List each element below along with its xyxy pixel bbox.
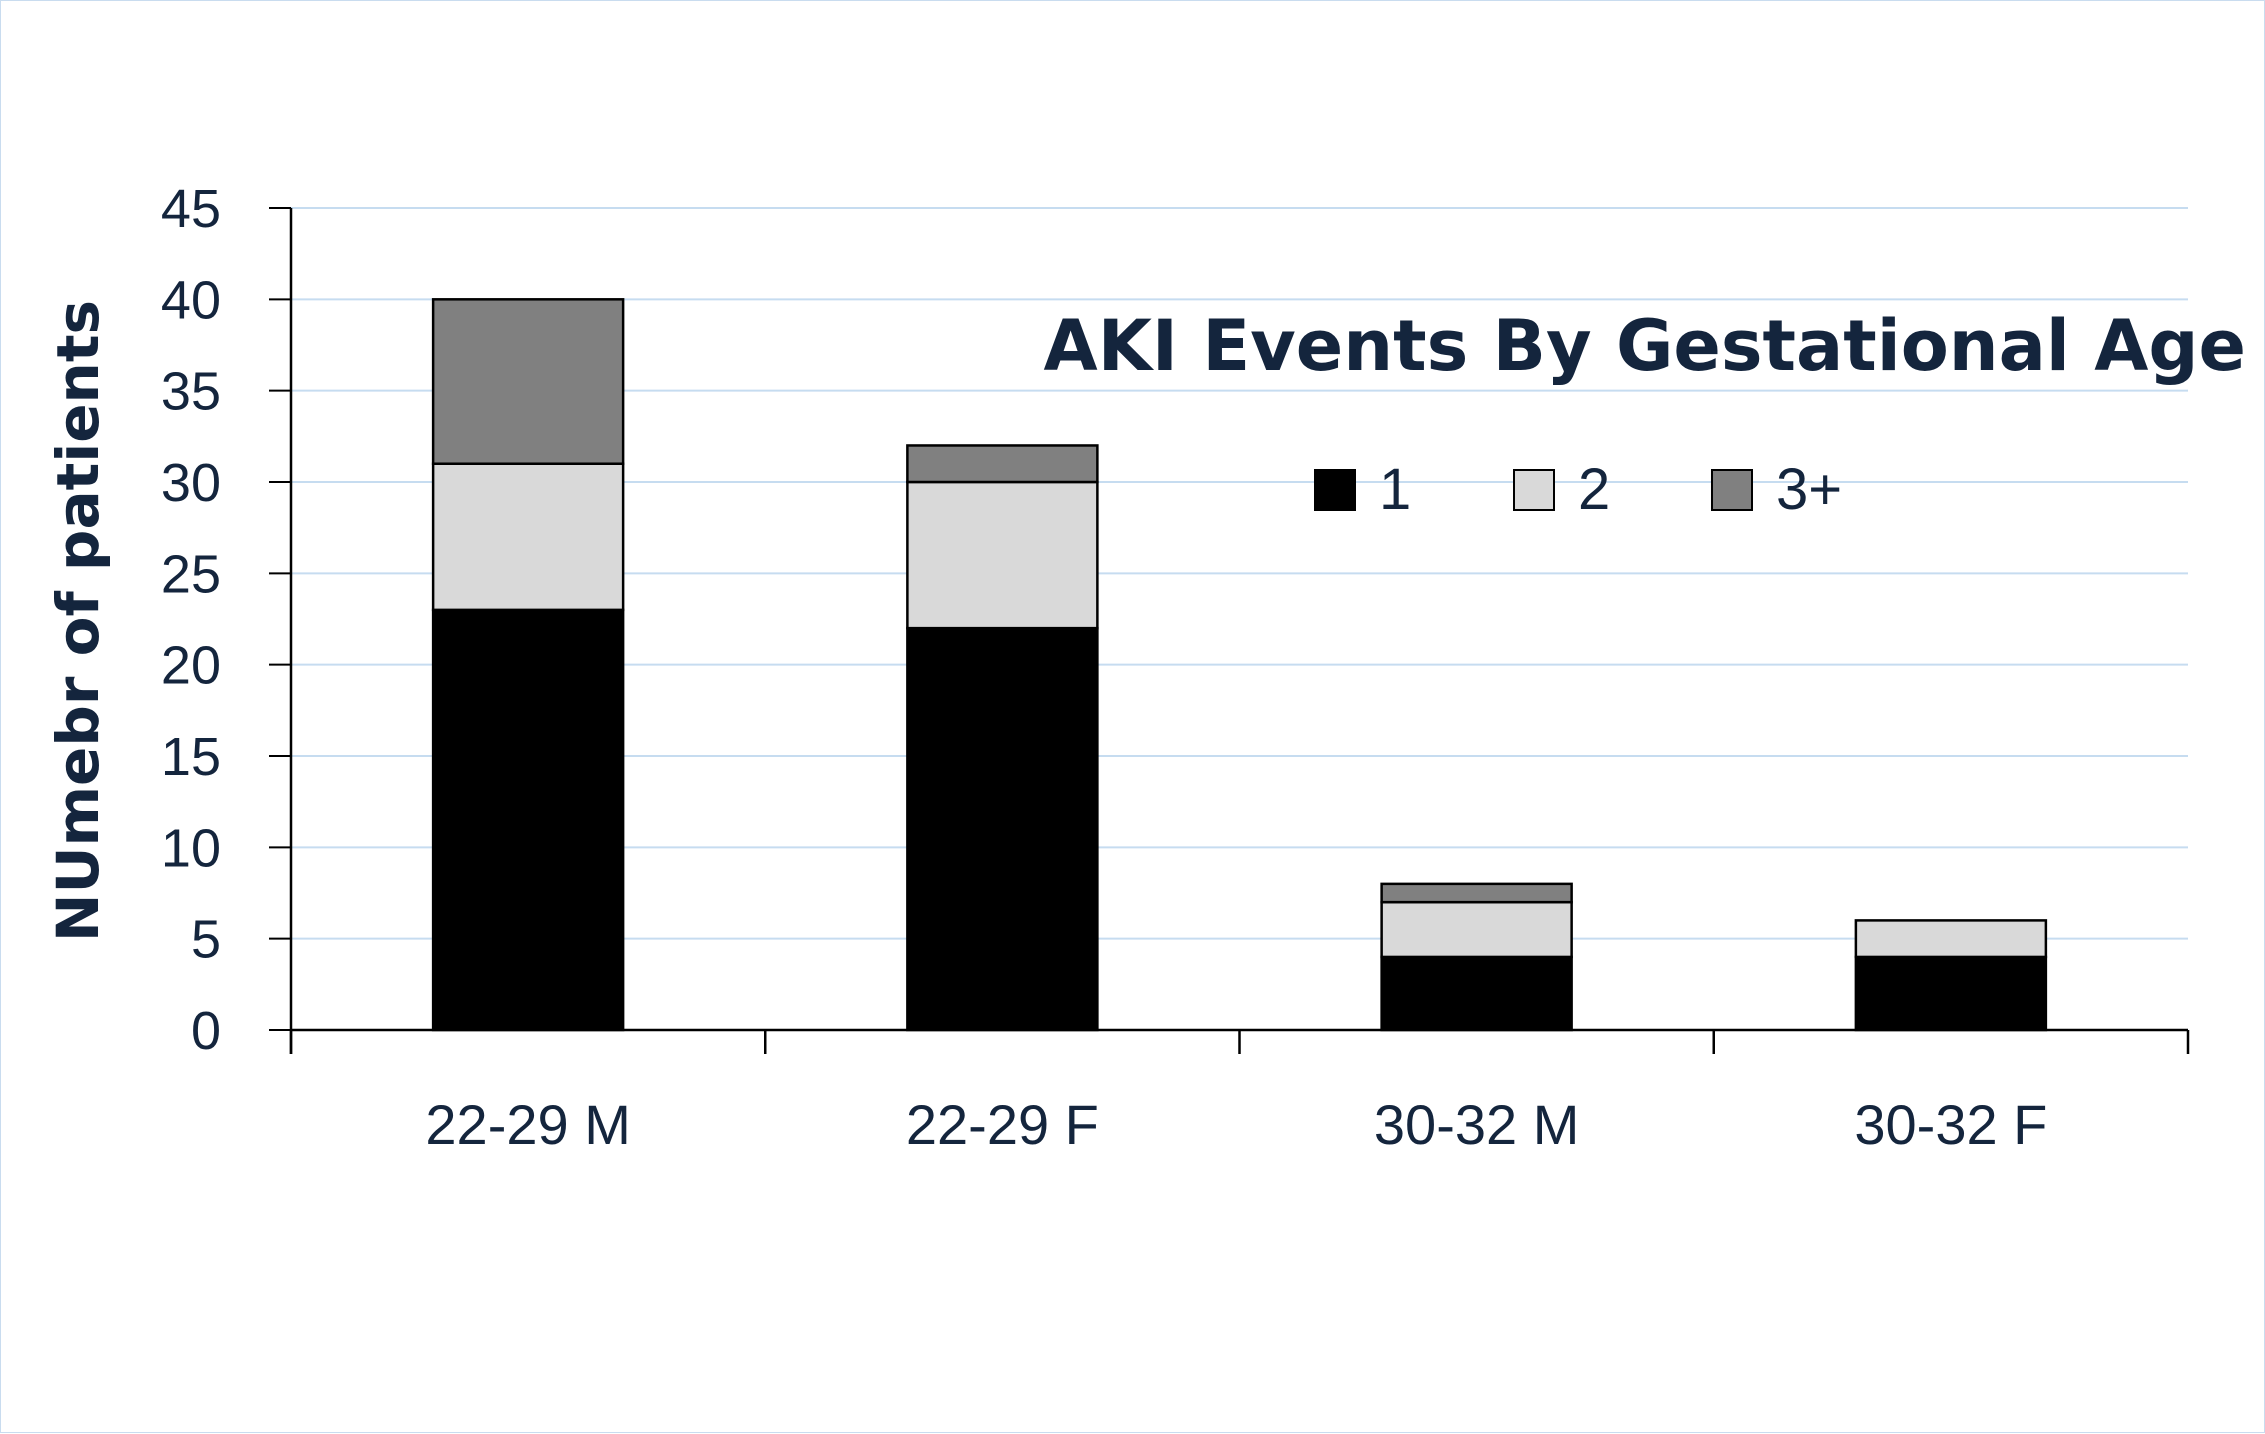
legend-label-1: 1 — [1379, 457, 1411, 522]
legend-label-3: 3+ — [1776, 457, 1842, 522]
y-tick-labels: 0 5 10 15 20 25 30 35 40 45 — [161, 179, 221, 1061]
legend-swatch-1 — [1314, 469, 1356, 511]
x-category-label: 22-29 F — [906, 1093, 1099, 1156]
bar-segment-22-29-f-series-2 — [906, 480, 1099, 630]
chart-title: AKI Events By Gestational Age — [1044, 305, 2246, 387]
y-tick-label: 40 — [161, 270, 221, 330]
bar-segment-22-29-m-series-2 — [431, 462, 625, 612]
bar-segment-22-29-f-series-1 — [906, 626, 1099, 1032]
y-axis-label: NUmebr of patients — [44, 300, 112, 942]
bar-segment-30-32-m-series-2 — [1380, 900, 1573, 959]
bars — [431, 298, 2048, 1032]
legend-swatch-2 — [1513, 469, 1555, 511]
legend-label-2: 2 — [1578, 457, 1610, 522]
bar-segment-30-32-f-series-1 — [1854, 955, 2048, 1032]
bar-segment-30-32-m-series-1 — [1380, 955, 1573, 1032]
y-tick-label: 25 — [161, 544, 221, 604]
bar-segment-30-32-m-series-3 — [1380, 882, 1573, 904]
x-category-label: 30-32 F — [1854, 1093, 2047, 1156]
x-category-label: 30-32 M — [1374, 1093, 1579, 1156]
legend-swatch-3 — [1711, 469, 1753, 511]
y-tick-label: 30 — [161, 453, 221, 513]
x-category-label: 22-29 M — [425, 1093, 630, 1156]
x-category-labels: 22-29 M 22-29 F 30-32 M 30-32 F — [425, 1093, 2047, 1156]
bar-segment-22-29-f-series-3 — [906, 444, 1099, 484]
bar-segment-30-32-f-series-2 — [1854, 919, 2048, 959]
y-tick-label: 10 — [161, 818, 221, 878]
y-tick-label: 5 — [191, 910, 221, 970]
bar-segment-22-29-m-series-1 — [431, 608, 625, 1032]
y-tick-label: 0 — [191, 1001, 221, 1061]
y-tick-label: 15 — [161, 727, 221, 787]
axes — [269, 207, 2190, 1054]
y-tick-label: 35 — [161, 362, 221, 422]
y-tick-label: 20 — [161, 636, 221, 696]
bar-segment-22-29-m-series-3 — [431, 298, 625, 465]
y-tick-label: 45 — [161, 179, 221, 239]
legend: 1 2 3+ — [1314, 457, 1842, 522]
